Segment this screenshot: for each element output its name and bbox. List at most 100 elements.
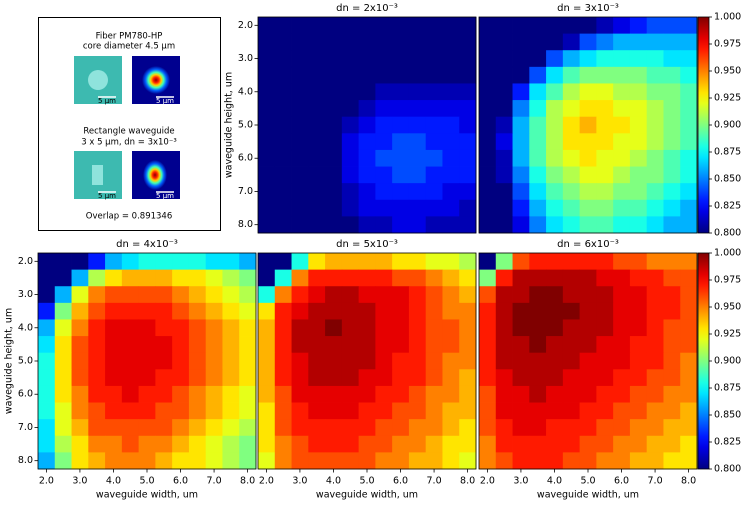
heatmap-cell [325,116,343,134]
heatmap-cell [646,385,664,403]
heatmap-cell [308,66,326,84]
heatmap-cell [239,319,257,337]
heatmap-cell [459,33,477,51]
heatmap-cell [222,302,240,320]
heatmap-cell [479,352,497,370]
heatmap-cell [54,402,72,420]
heatmap-cell [663,83,681,101]
heatmap-cell [258,83,276,101]
heatmap-cell [392,352,410,370]
heatmap-cell [562,269,581,287]
heatmap-cell [38,419,56,437]
heatmap-cell [274,352,292,370]
heatmap-cell [442,352,460,370]
heatmap-cell [274,100,292,118]
heatmap-cell [392,183,410,201]
heatmap-cell [562,166,581,184]
heatmap-cell [392,369,410,387]
heatmap-cell [512,402,530,420]
heatmap-cell [121,402,140,420]
heatmap-cell [155,302,173,320]
heatmap-cell [459,269,477,287]
heatmap-cell [274,385,292,403]
heatmap-cell [546,66,564,84]
x-tick-label: 5.0 [359,476,374,487]
heatmap-cell [138,352,156,370]
heatmap-cell [291,253,309,271]
heatmap-cell [105,336,123,354]
heatmap-cell [579,116,597,134]
heatmap-cell [308,419,326,437]
heatmap-cell [172,336,190,354]
y-tick-label: 8.0 [238,219,253,230]
heatmap-cell [239,336,257,354]
heatmap-cell [596,149,614,167]
heatmap-cell [408,149,427,167]
heatmap-cell [512,183,530,201]
x-axis-label: waveguide width, um [537,490,639,501]
heatmap-cell [425,435,443,453]
heatmap-cell [291,419,309,437]
heatmap-cell [291,402,309,420]
y-tick-label: 2.0 [18,256,33,267]
heatmap-cell [222,419,240,437]
heatmap-cell [512,336,530,354]
heatmap-cell [358,199,376,217]
heatmap-cell [613,402,631,420]
heatmap-cell [479,402,497,420]
heatmap-cell [274,419,292,437]
waveguide-subtitle: 3 x 5 µm, dn = 3x10⁻³ [81,138,177,148]
heatmap-cell [375,166,393,184]
heatmap-cell [663,336,681,354]
heatmap-cell [579,216,597,234]
heatmap-cell [546,216,564,234]
heatmap-cell [239,402,257,420]
heatmap-cell [495,385,513,403]
fiber-title: Fiber PM780-HP [96,32,163,42]
heatmap-cell [308,166,326,184]
heatmap-cell [121,336,140,354]
heatmap-cell [442,319,460,337]
heatmap-cell [629,319,648,337]
heatmap-cell [325,452,343,470]
heatmap-cell [459,336,477,354]
heatmap-cell [562,33,581,51]
y-axis-label: waveguide height, um [4,308,15,414]
y-axis-label: waveguide height, um [224,72,235,178]
heatmap-cell [155,385,173,403]
heatmap-cell [562,183,581,201]
heatmap-cell [341,352,360,370]
heatmap-cell [392,66,410,84]
heatmap-cell [291,302,309,320]
heatmap-cell [408,17,427,35]
heatmap-cell [459,216,477,234]
heatmap-cell [341,183,360,201]
heatmap-cell [562,302,581,320]
heatmap-cell [258,402,276,420]
heatmap-cell [308,133,326,151]
heatmap-cell [562,133,581,151]
heatmap-cell [459,133,477,151]
heatmap-cell [629,419,648,437]
heatmap-cell [546,253,564,271]
x-tick-label: 4.0 [106,476,121,487]
heatmap-cell [613,83,631,101]
heatmap-cell [408,369,427,387]
heatmap-cell [291,100,309,118]
heatmap-cell [375,319,393,337]
heatmap-cell [274,452,292,470]
heatmap-cell [325,302,343,320]
heatmap-cell [258,50,276,68]
heatmap-cell [442,419,460,437]
heatmap-cell [546,166,564,184]
heatmap-cell [562,419,581,437]
heatmap-cell [562,369,581,387]
heatmap-cell [425,216,443,234]
heatmap-cell [663,216,681,234]
heatmap-cell [392,17,410,35]
heatmap-cell [291,83,309,101]
heatmap-cell [512,116,530,134]
heatmap-cell [155,419,173,437]
heatmap-cell [392,435,410,453]
heatmap-cell [596,100,614,118]
